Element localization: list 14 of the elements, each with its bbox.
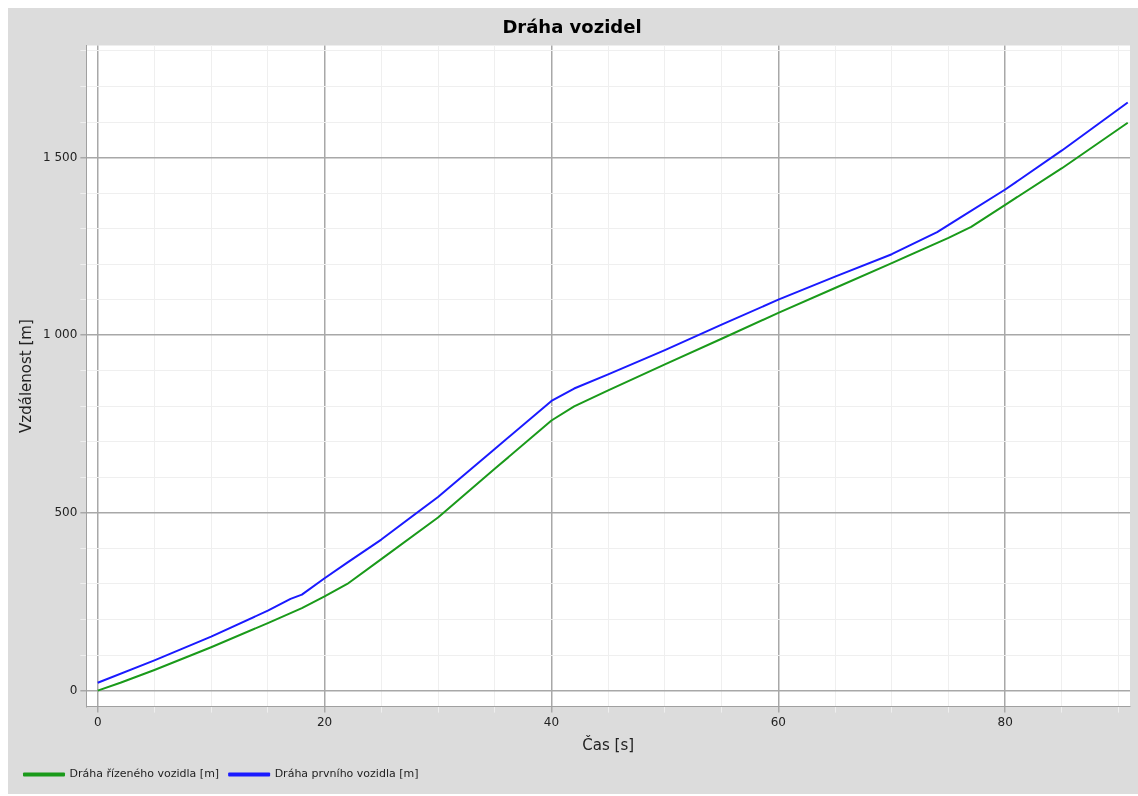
chart-title: Dráha vozidel <box>502 16 642 38</box>
x-tick-label: 40 <box>543 714 560 729</box>
legend-label: Dráha prvního vozidla [m] <box>274 767 419 781</box>
x-tick-label: 60 <box>770 714 786 729</box>
y-tick-label: 0 <box>69 682 78 697</box>
y-tick-label: 1 500 <box>42 149 78 164</box>
y-tick-label: 500 <box>54 505 78 520</box>
x-tick-label: 20 <box>316 714 333 729</box>
x-axis-title: Čas [s] <box>582 734 635 754</box>
y-axis-title: Vzdálenost [m] <box>16 319 35 433</box>
x-tick-label: 80 <box>997 714 1013 729</box>
y-tick-label: 1 000 <box>42 327 78 342</box>
x-tick-label: 0 <box>93 714 102 729</box>
legend-label: Dráha řízeného vozidla [m] <box>69 767 220 781</box>
